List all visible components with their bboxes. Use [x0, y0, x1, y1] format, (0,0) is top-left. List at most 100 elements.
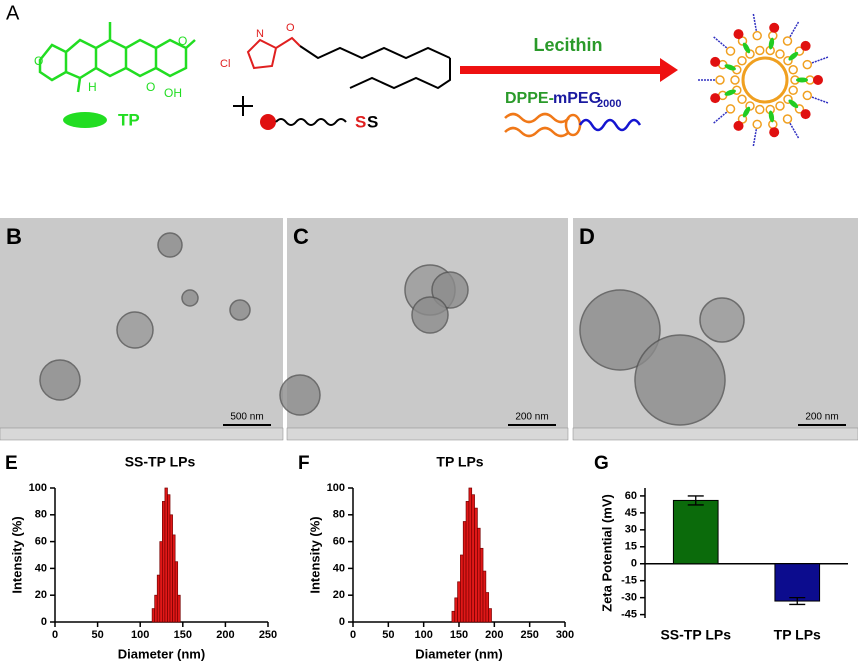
- x-tick-label: 50: [91, 629, 103, 641]
- bar: [774, 563, 821, 602]
- ss-label: S: [355, 112, 366, 131]
- histogram-bar: [468, 487, 473, 623]
- core: [741, 56, 789, 104]
- particle: [116, 311, 154, 349]
- y-tick-label: 100: [327, 482, 345, 494]
- histogram-bar: [474, 507, 478, 623]
- atom-label: H: [88, 80, 97, 94]
- histogram-bar: [159, 541, 163, 623]
- lipid-tails: [504, 112, 570, 138]
- histogram-bar: [164, 487, 168, 623]
- x-tick-label: 100: [131, 629, 149, 641]
- alkyl-chain: [299, 45, 451, 90]
- lipid-head: [752, 30, 762, 41]
- lipid-head: [775, 49, 785, 59]
- panel-label: F: [298, 453, 310, 474]
- info-strip: [286, 427, 569, 441]
- peg-label: mPEG: [553, 90, 601, 107]
- atom-label: Cl: [220, 58, 230, 70]
- lipid-head: [788, 64, 798, 75]
- x-tick-label: 150: [174, 629, 192, 641]
- histogram-bar: [169, 514, 173, 623]
- y-tick-label: 45: [625, 507, 637, 519]
- lipid-head: [794, 46, 805, 56]
- histogram-bar: [177, 594, 181, 623]
- y-axis-label: Intensity (%): [307, 516, 322, 593]
- ss-head: [260, 114, 276, 130]
- atom-label: O: [286, 22, 295, 34]
- x-tick-label: 100: [414, 629, 432, 641]
- ss-head: [769, 22, 780, 33]
- lipid-head: [783, 94, 793, 105]
- panel-label: C: [293, 224, 309, 249]
- histogram-bar: [151, 608, 156, 623]
- lipid-head: [782, 114, 793, 124]
- tp-structure: [38, 22, 196, 93]
- particle: [181, 289, 199, 307]
- ss-head: [769, 127, 780, 138]
- y-tick-label: 80: [35, 509, 47, 521]
- tp-label: TP: [118, 110, 140, 129]
- particle: [579, 289, 661, 371]
- x-tick-label: 300: [556, 629, 574, 641]
- y-tick-label: 100: [29, 482, 47, 494]
- panel-label: B: [6, 224, 22, 249]
- histogram-bar: [451, 610, 456, 623]
- particle: [157, 232, 183, 258]
- peg-chain: [578, 118, 642, 132]
- x-tick-label: 0: [52, 629, 58, 641]
- bar: [672, 499, 719, 565]
- particle: [431, 271, 469, 309]
- y-tick-label: 40: [333, 562, 345, 574]
- ss-structure: [246, 36, 301, 70]
- histogram-bar: [465, 501, 470, 623]
- y-tick-label: 0: [339, 616, 345, 628]
- y-tick-label: -45: [621, 609, 637, 621]
- peg-chain: [752, 12, 758, 31]
- lipid-head: [715, 75, 725, 85]
- histogram-bar: [477, 527, 481, 623]
- lipid-head: [755, 45, 765, 56]
- histogram-bar: [154, 594, 158, 623]
- lipid-head: [802, 90, 813, 101]
- scheme: A O O O H OH TP Cl N O S S Lecithin DPPE…: [6, 2, 830, 148]
- histogram-bar: [156, 574, 161, 623]
- atom-label: N: [256, 28, 264, 40]
- x-tick-label: 250: [520, 629, 538, 641]
- info-strip: [0, 427, 284, 441]
- histogram-bar: [162, 501, 166, 623]
- tp-icon: [768, 37, 775, 50]
- lipid-head: [782, 36, 793, 46]
- tp-icon: [742, 106, 751, 118]
- peg-label: DPPE-: [505, 90, 554, 107]
- charts: E SS-TP LPs Intensity (%) 0 20 40 60 80 100 0 50 10…: [5, 453, 848, 661]
- x-tick-label: 0: [350, 629, 356, 641]
- panel-label: D: [579, 224, 595, 249]
- lipid-head: [788, 85, 798, 96]
- panel-label: E: [5, 453, 18, 474]
- chart-title: TP LPs: [436, 454, 483, 470]
- y-tick-label: 60: [625, 490, 637, 502]
- y-tick-label: 0: [41, 616, 47, 628]
- particle: [229, 299, 251, 321]
- atom-label: O: [178, 34, 187, 48]
- y-axis-label: Intensity (%): [9, 516, 24, 593]
- y-tick-label: 60: [333, 536, 345, 548]
- lipid-head: [775, 101, 785, 111]
- info-strip: [572, 427, 858, 441]
- x-tick-label: SS-TP LPs: [660, 627, 731, 643]
- histogram-bar: [485, 592, 490, 623]
- y-tick-label: 20: [333, 589, 345, 601]
- x-tick-label: 200: [216, 629, 234, 641]
- ss-head: [733, 29, 744, 40]
- tp-icon: [742, 42, 751, 54]
- y-tick-label: -30: [621, 592, 637, 604]
- tp-icon: [788, 51, 799, 61]
- histogram-bar: [479, 547, 484, 623]
- x-axis-label: Diameter (nm): [415, 646, 502, 661]
- ss-head: [800, 109, 811, 120]
- y-axis-label: Zeta Potential (mV): [599, 494, 614, 612]
- ss-label: S: [367, 112, 378, 131]
- y-tick-label: 0: [631, 558, 637, 570]
- tp-icon: [796, 77, 808, 83]
